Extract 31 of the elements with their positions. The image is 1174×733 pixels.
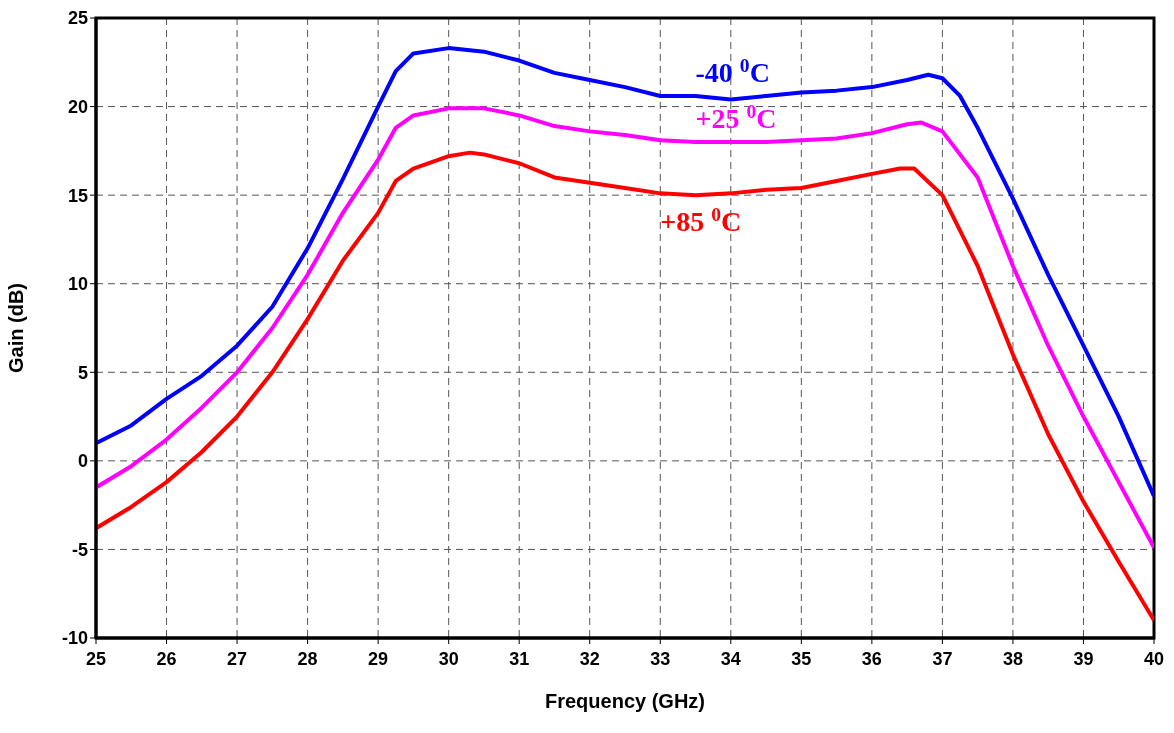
y-tick-label: 10 (67, 274, 88, 295)
line-series (96, 46, 1154, 499)
x-axis-title: Frequency (GHz) (544, 690, 706, 712)
x-tick-label: 35 (791, 648, 812, 669)
y-tick-label: 15 (67, 185, 88, 206)
y-axis-title: Gain (dB) (5, 283, 28, 373)
x-tick-label: 36 (861, 648, 882, 669)
x-tick-label: 38 (1002, 648, 1023, 669)
y-tick-label: 20 (67, 96, 88, 117)
x-tick-label: 33 (650, 648, 671, 669)
x-tick-label: 39 (1073, 648, 1094, 669)
y-tick-label: 25 (67, 8, 88, 29)
x-tick-label: 29 (368, 648, 389, 669)
series-label: -40 $^{0}$C (695, 54, 770, 88)
y-tick-label: 0 (77, 451, 88, 472)
x-tick-label: 28 (297, 648, 318, 669)
line-series (96, 150, 1154, 623)
line-series (96, 106, 1154, 550)
x-tick-label: 31 (509, 648, 530, 669)
x-tick-label: 32 (579, 648, 600, 669)
series-label: +85 $^{0}$C (660, 203, 742, 238)
x-tick-label: 26 (156, 648, 177, 669)
y-tick-label: 5 (77, 362, 88, 383)
x-tick-label: 27 (227, 648, 248, 669)
x-tick-label: 37 (932, 648, 953, 669)
y-tick-label: -5 (71, 539, 88, 560)
series-label: +25 $^{0}$C (695, 100, 777, 134)
x-tick-label: 40 (1143, 648, 1165, 669)
x-tick-label: 30 (438, 648, 459, 669)
y-tick-label: -10 (61, 628, 88, 649)
x-tick-label: 34 (720, 648, 741, 669)
